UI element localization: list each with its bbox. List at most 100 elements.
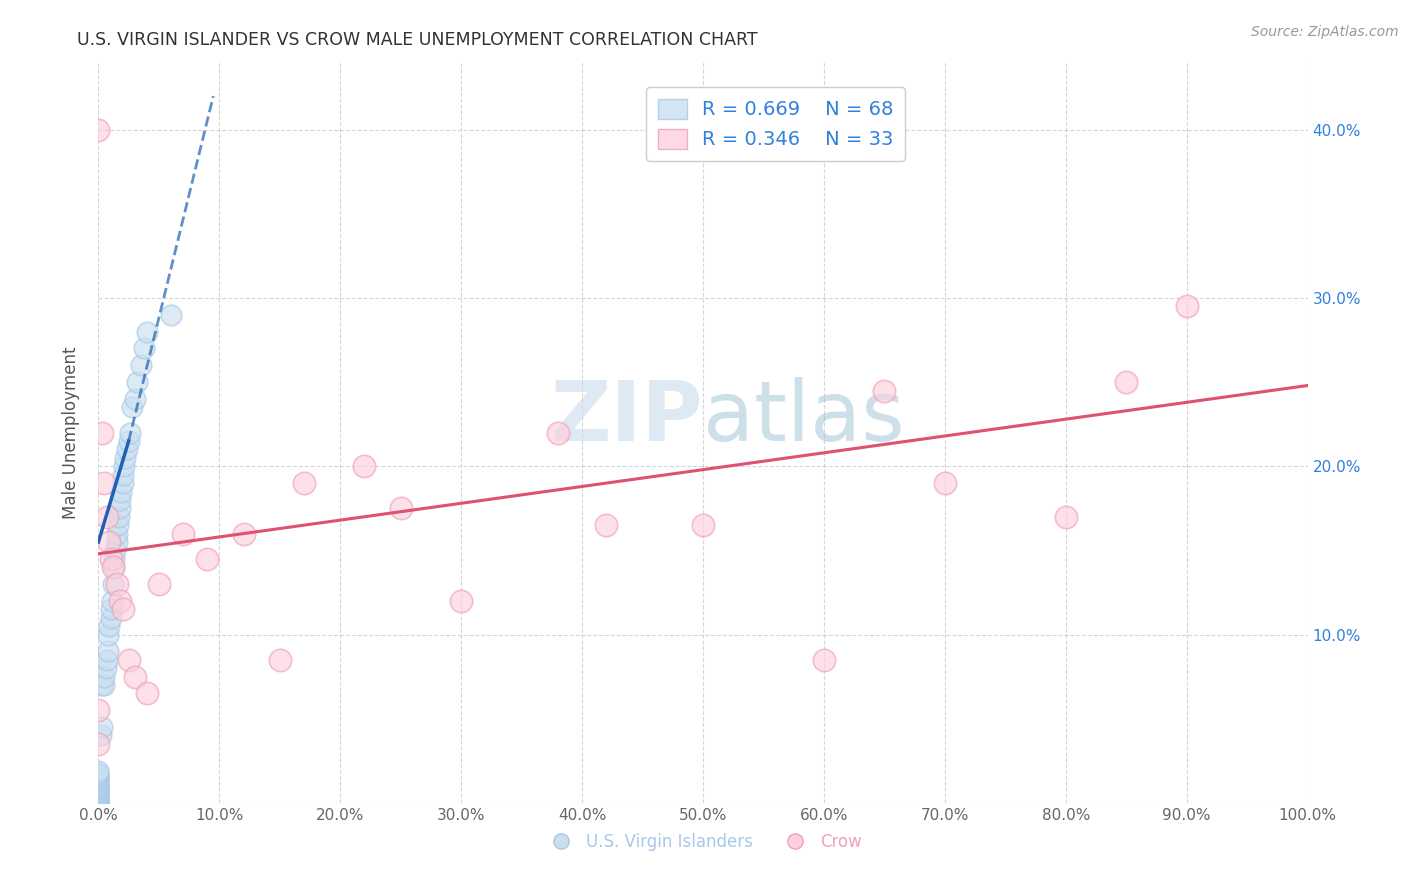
Point: [111, 467, 134, 482]
Point: [813, 653, 835, 667]
Point: [87, 769, 110, 783]
Point: [232, 526, 254, 541]
Point: [87, 772, 110, 787]
Point: [87, 765, 110, 780]
Point: [87, 775, 110, 789]
Point: [87, 780, 110, 795]
Point: [873, 384, 896, 398]
Point: [1115, 375, 1137, 389]
Point: [934, 476, 956, 491]
Point: [172, 526, 194, 541]
Point: [87, 792, 110, 806]
Point: [87, 771, 110, 785]
Point: [93, 476, 115, 491]
Point: [104, 543, 127, 558]
Point: [97, 627, 120, 641]
Point: [195, 551, 218, 566]
Point: [101, 560, 124, 574]
Point: [692, 518, 714, 533]
Point: [87, 773, 110, 788]
Point: [100, 594, 122, 608]
Point: [91, 678, 114, 692]
Point: [148, 577, 170, 591]
Point: [94, 661, 117, 675]
Point: [108, 492, 131, 507]
Point: [1054, 509, 1077, 524]
Point: [87, 796, 110, 810]
Point: [114, 450, 136, 465]
Text: atlas: atlas: [703, 377, 904, 458]
Point: [87, 790, 110, 805]
Point: [111, 602, 134, 616]
Point: [90, 729, 112, 743]
Point: [118, 425, 141, 440]
Point: [353, 459, 375, 474]
Point: [91, 720, 114, 734]
Point: [87, 782, 110, 797]
Point: [135, 686, 157, 700]
Point: [93, 678, 115, 692]
Point: [87, 789, 110, 803]
Point: [103, 551, 125, 566]
Point: [105, 526, 128, 541]
Point: [87, 794, 110, 808]
Point: [87, 796, 110, 810]
Point: [87, 788, 110, 802]
Point: [108, 509, 131, 524]
Point: [124, 670, 146, 684]
Point: [107, 518, 129, 533]
Point: [98, 535, 121, 549]
Point: [87, 764, 110, 778]
Point: [87, 779, 110, 793]
Point: [87, 703, 110, 717]
Point: [547, 425, 569, 440]
Point: [87, 769, 110, 783]
Point: [450, 594, 472, 608]
Point: [135, 325, 157, 339]
Point: [87, 122, 110, 136]
Y-axis label: Male Unemployment: Male Unemployment: [62, 346, 80, 519]
Point: [160, 308, 183, 322]
Point: [108, 594, 131, 608]
Point: [87, 737, 110, 751]
Point: [118, 434, 141, 448]
Point: [105, 535, 128, 549]
Point: [108, 501, 131, 516]
Point: [111, 476, 134, 491]
Point: [127, 375, 149, 389]
Point: [129, 359, 152, 373]
Point: [118, 653, 141, 667]
Point: [87, 767, 110, 781]
Point: [105, 577, 128, 591]
Point: [595, 518, 617, 533]
Point: [98, 619, 121, 633]
Point: [97, 644, 120, 658]
Point: [389, 501, 412, 516]
Point: [112, 459, 135, 474]
Point: [87, 786, 110, 800]
Point: [100, 602, 122, 616]
Point: [87, 784, 110, 798]
Point: [292, 476, 315, 491]
Point: [87, 790, 110, 805]
Point: [117, 442, 139, 457]
Point: [93, 670, 115, 684]
Point: [269, 653, 291, 667]
Point: [87, 779, 110, 793]
Point: [87, 784, 110, 798]
Legend: U.S. Virgin Islanders, Crow: U.S. Virgin Islanders, Crow: [538, 826, 868, 857]
Point: [134, 342, 156, 356]
Text: Source: ZipAtlas.com: Source: ZipAtlas.com: [1251, 25, 1399, 39]
Point: [87, 796, 110, 810]
Point: [96, 653, 118, 667]
Point: [100, 610, 122, 624]
Point: [110, 484, 132, 499]
Point: [124, 392, 146, 406]
Point: [91, 425, 114, 440]
Point: [103, 560, 125, 574]
Point: [101, 577, 124, 591]
Point: [1175, 300, 1198, 314]
Point: [87, 782, 110, 797]
Text: U.S. VIRGIN ISLANDER VS CROW MALE UNEMPLOYMENT CORRELATION CHART: U.S. VIRGIN ISLANDER VS CROW MALE UNEMPL…: [77, 31, 758, 49]
Point: [87, 777, 110, 791]
